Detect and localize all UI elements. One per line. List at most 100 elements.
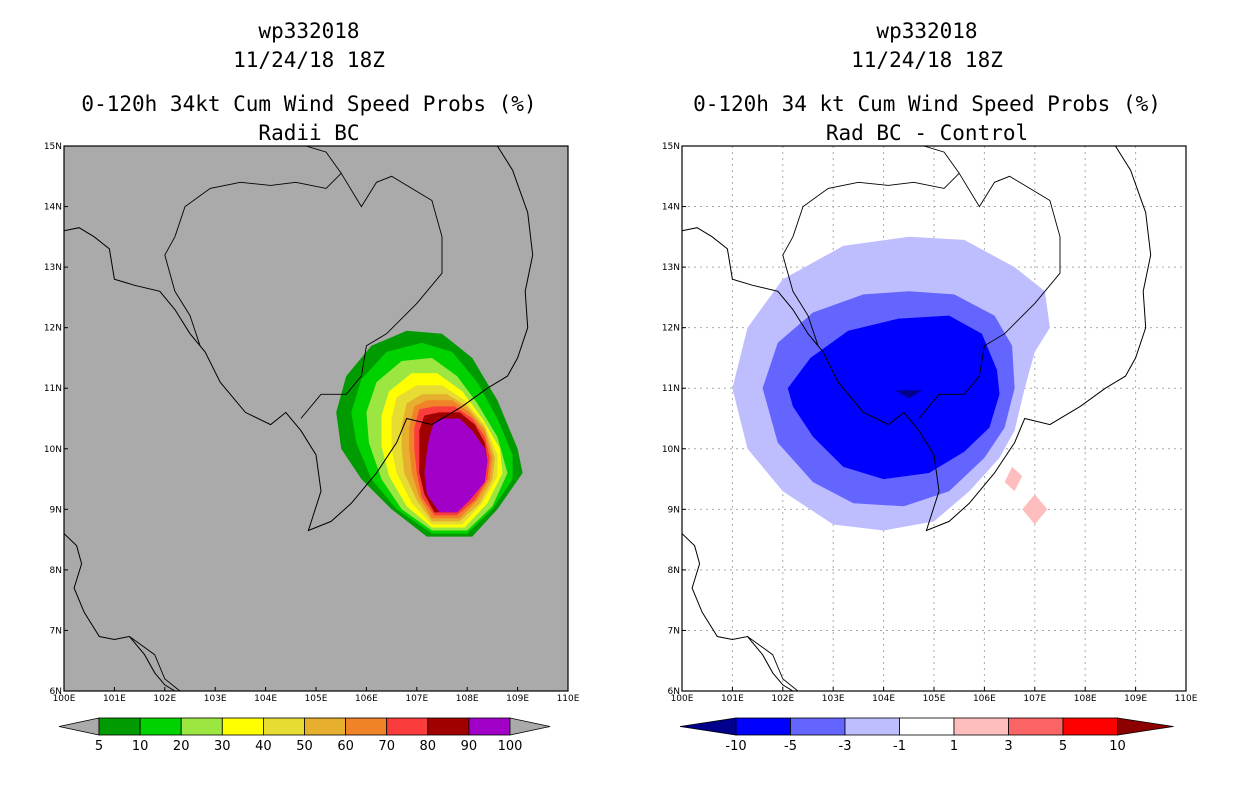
colorbar-label: 90 <box>461 739 478 754</box>
x-tick-label: 100E <box>53 694 76 704</box>
right-chart-subtitle: Rad BC - Control <box>825 121 1029 145</box>
colorbar-swatch <box>221 717 264 736</box>
colorbar-label: 100 <box>498 739 523 754</box>
x-tick-label: 101E <box>103 694 126 704</box>
colorbar-label: 10 <box>1109 739 1126 754</box>
y-tick-label: 9N <box>668 505 680 515</box>
coastline <box>64 533 176 691</box>
y-tick-label: 14N <box>44 203 62 213</box>
colorbar-swatch <box>98 717 141 736</box>
colorbar-right-arrow <box>509 717 551 736</box>
x-tick-label: 108E <box>456 694 479 704</box>
colorbar-label: -3 <box>839 739 852 754</box>
colorbar-label: 5 <box>1059 739 1067 754</box>
x-tick-label: 106E <box>973 694 996 704</box>
y-tick-label: 6N <box>668 687 680 697</box>
x-tick-label: 105E <box>305 694 328 704</box>
y-tick-label: 10N <box>662 445 680 455</box>
contour-level-90 <box>424 418 488 513</box>
colorbar-swatch <box>262 717 305 736</box>
colorbar-label: 3 <box>1004 739 1012 754</box>
colorbar-swatch <box>139 717 182 736</box>
country-border <box>923 146 960 174</box>
x-tick-label: 105E <box>923 694 946 704</box>
colorbar-swatch <box>1008 717 1064 736</box>
left-chart-subtitle: Radii BC <box>258 121 360 145</box>
country-border <box>174 172 443 419</box>
colorbar-swatch <box>953 717 1009 736</box>
colorbar-label: 40 <box>255 739 272 754</box>
x-tick-label: 104E <box>872 694 895 704</box>
y-tick-label: 10N <box>44 445 62 455</box>
colorbar-label: 10 <box>132 739 149 754</box>
country-border <box>164 236 201 346</box>
colorbar-label: 20 <box>173 739 190 754</box>
x-tick-label: 109E <box>1124 694 1147 704</box>
x-tick-label: 104E <box>254 694 277 704</box>
country-border <box>305 146 342 174</box>
colorbar-label: -1 <box>893 739 906 754</box>
y-tick-label: 13N <box>662 263 680 273</box>
right-panel: wp332018 11/24/18 18Z 0-120h 34 kt Cum W… <box>618 0 1236 800</box>
y-tick-label: 12N <box>44 324 62 334</box>
right-chart-title: 0-120h 34 kt Cum Wind Speed Probs (%) <box>693 92 1161 116</box>
contour-level-neg5 <box>787 315 1000 480</box>
y-tick-label: 11N <box>44 384 62 394</box>
right-storm-id: wp332018 <box>876 19 978 43</box>
x-tick-label: 101E <box>721 694 744 704</box>
y-tick-label: 14N <box>662 203 680 213</box>
colorbar-swatch <box>386 717 429 736</box>
contour-level-1 <box>1004 466 1023 492</box>
country-border <box>792 172 1061 419</box>
coastline <box>64 146 534 532</box>
colorbar-swatch <box>468 717 511 736</box>
left-panel: wp332018 11/24/18 18Z 0-120h 34kt Cum Wi… <box>44 19 580 754</box>
y-tick-label: 6N <box>50 687 62 697</box>
left-chart-title: 0-120h 34kt Cum Wind Speed Probs (%) <box>81 92 537 116</box>
y-tick-label: 8N <box>50 566 62 576</box>
country-border <box>129 636 181 691</box>
x-tick-label: 102E <box>153 694 176 704</box>
y-tick-label: 7N <box>50 626 62 636</box>
x-tick-label: 100E <box>671 694 694 704</box>
colorbar-left-arrow <box>679 717 737 736</box>
colorbar-label: 30 <box>214 739 231 754</box>
colorbar-label: 60 <box>337 739 354 754</box>
country-border <box>747 636 799 691</box>
coastline <box>682 146 1152 532</box>
colorbar-label: 50 <box>296 739 313 754</box>
x-tick-label: 106E <box>355 694 378 704</box>
colorbar-label: -5 <box>784 739 797 754</box>
y-tick-label: 7N <box>668 626 680 636</box>
colorbar-swatch <box>844 717 900 736</box>
colorbar-swatch <box>790 717 846 736</box>
colorbar-label: -10 <box>725 739 746 754</box>
x-tick-label: 102E <box>771 694 794 704</box>
y-tick-label: 12N <box>662 324 680 334</box>
colorbar-label: 80 <box>420 739 437 754</box>
y-tick-label: 15N <box>662 142 680 152</box>
x-tick-label: 103E <box>204 694 227 704</box>
colorbar-left-arrow <box>58 717 100 736</box>
colorbar-swatch <box>304 717 346 736</box>
colorbar-swatch <box>345 717 388 736</box>
colorbar-swatch <box>180 717 223 736</box>
y-tick-label: 9N <box>50 505 62 515</box>
colorbar-label: 70 <box>378 739 395 754</box>
left-datetime: 11/24/18 18Z <box>233 48 385 72</box>
colorbar-right-arrow <box>1117 717 1174 736</box>
colorbar-label: 5 <box>95 739 103 754</box>
coastline <box>682 533 794 691</box>
contour-level-1 <box>1022 494 1048 525</box>
x-tick-label: 110E <box>1175 694 1198 704</box>
x-tick-label: 107E <box>405 694 428 704</box>
left-storm-id: wp332018 <box>258 19 360 43</box>
x-tick-label: 103E <box>822 694 845 704</box>
right-map-chart: 100E 101E 102E 103E 104E 105E 106E 107E 108E 109E… <box>662 142 1198 754</box>
colorbar-swatch <box>899 717 955 736</box>
y-tick-label: 15N <box>44 142 62 152</box>
y-tick-label: 13N <box>44 263 62 273</box>
country-border <box>782 236 819 346</box>
x-tick-label: 108E <box>1074 694 1097 704</box>
plot-area <box>682 146 1186 691</box>
